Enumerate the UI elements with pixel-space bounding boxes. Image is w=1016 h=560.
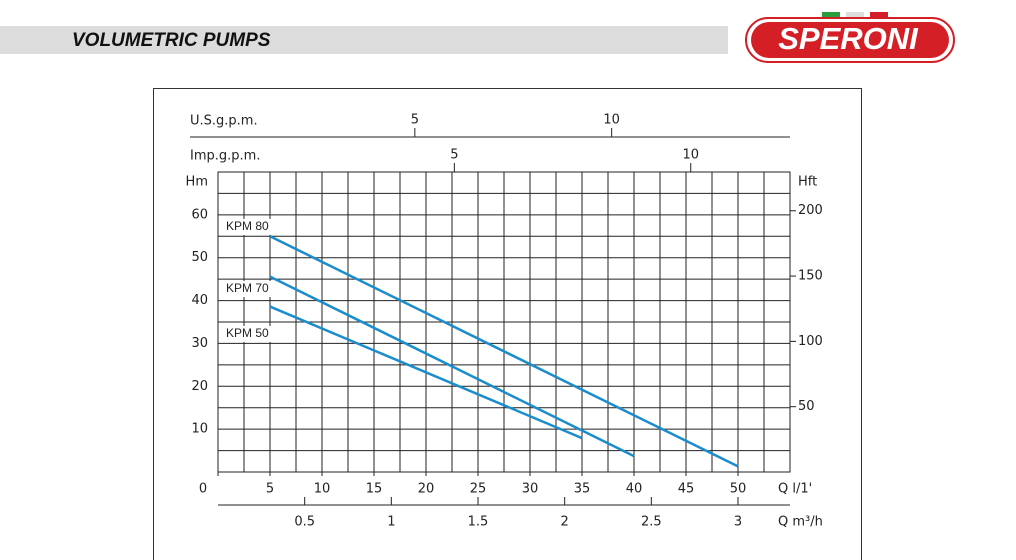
chart-frame (153, 88, 862, 560)
logo-oval (751, 22, 949, 58)
plot: 0 5 10 15 20 25 30 35 40 45 50 Q l/1'102030405060Hm… (186, 113, 823, 530)
x2-tick-label: 2 (561, 515, 569, 530)
top-axis-label: U.S.g.p.m. (190, 114, 258, 129)
y-tick-label: 40 (191, 293, 208, 308)
y-tick-label: 30 (191, 336, 208, 351)
top-axis-label: Imp.g.p.m. (190, 149, 260, 164)
top-tick-label: 5 (450, 148, 458, 163)
x-tick-label: 25 (470, 482, 487, 497)
x-axis-label: Q l/1' (778, 482, 812, 497)
logo: SPERONI (745, 12, 955, 63)
top-tick-label: 10 (682, 148, 699, 163)
x-tick-label: 35 (574, 482, 591, 497)
label-bg (224, 281, 272, 297)
flag-red (870, 12, 888, 17)
logo-text: SPERONI (778, 21, 919, 56)
y-tick-label: 10 (191, 422, 208, 437)
x-tick-label: 50 (730, 482, 747, 497)
y2-tick-label: 50 (798, 399, 815, 414)
flag-green (822, 12, 840, 17)
x2-tick-label: 0.5 (294, 515, 315, 530)
x-tick-label: 40 (626, 482, 643, 497)
y2-axis-label: Hft (798, 175, 817, 190)
y-tick-label: 20 (191, 379, 208, 394)
x2-axis-label: Q m³/h (778, 515, 823, 530)
x2-tick-label: 2.5 (641, 515, 662, 530)
header-bar: VOLUMETRIC PUMPS (0, 26, 728, 54)
x-tick-label: 30 (522, 482, 539, 497)
x-tick-label: 0 (199, 482, 207, 497)
y-axis-label: Hm (186, 175, 208, 190)
flag-white (846, 12, 864, 17)
y2-tick-label: 150 (798, 269, 823, 284)
y2-tick-label: 200 (798, 203, 823, 218)
label-bg (224, 326, 272, 342)
header-title: VOLUMETRIC PUMPS (72, 30, 271, 51)
series-label: KPM 80 (226, 219, 269, 233)
x-tick-label: 45 (678, 482, 695, 497)
series-label: KPM 50 (226, 326, 269, 340)
y-tick-label: 50 (191, 250, 208, 265)
series-line (269, 305, 583, 440)
series-line (269, 235, 739, 468)
top-tick-label: 5 (411, 113, 419, 128)
x-tick-label: 20 (418, 482, 435, 497)
x2-tick-label: 1 (387, 515, 395, 530)
series-label: KPM 70 (226, 281, 269, 295)
x-tick-label: 10 (314, 482, 331, 497)
x-tick-label: 5 (266, 482, 274, 497)
y2-tick-label: 100 (798, 334, 823, 349)
x-tick-label: 15 (366, 482, 383, 497)
y-tick-label: 60 (191, 207, 208, 222)
x2-tick-label: 3 (734, 515, 742, 530)
plot-frame (217, 171, 791, 473)
label-bg (224, 219, 272, 235)
top-tick-label: 10 (603, 113, 620, 128)
x2-tick-label: 1.5 (468, 515, 489, 530)
series-line (269, 275, 635, 458)
